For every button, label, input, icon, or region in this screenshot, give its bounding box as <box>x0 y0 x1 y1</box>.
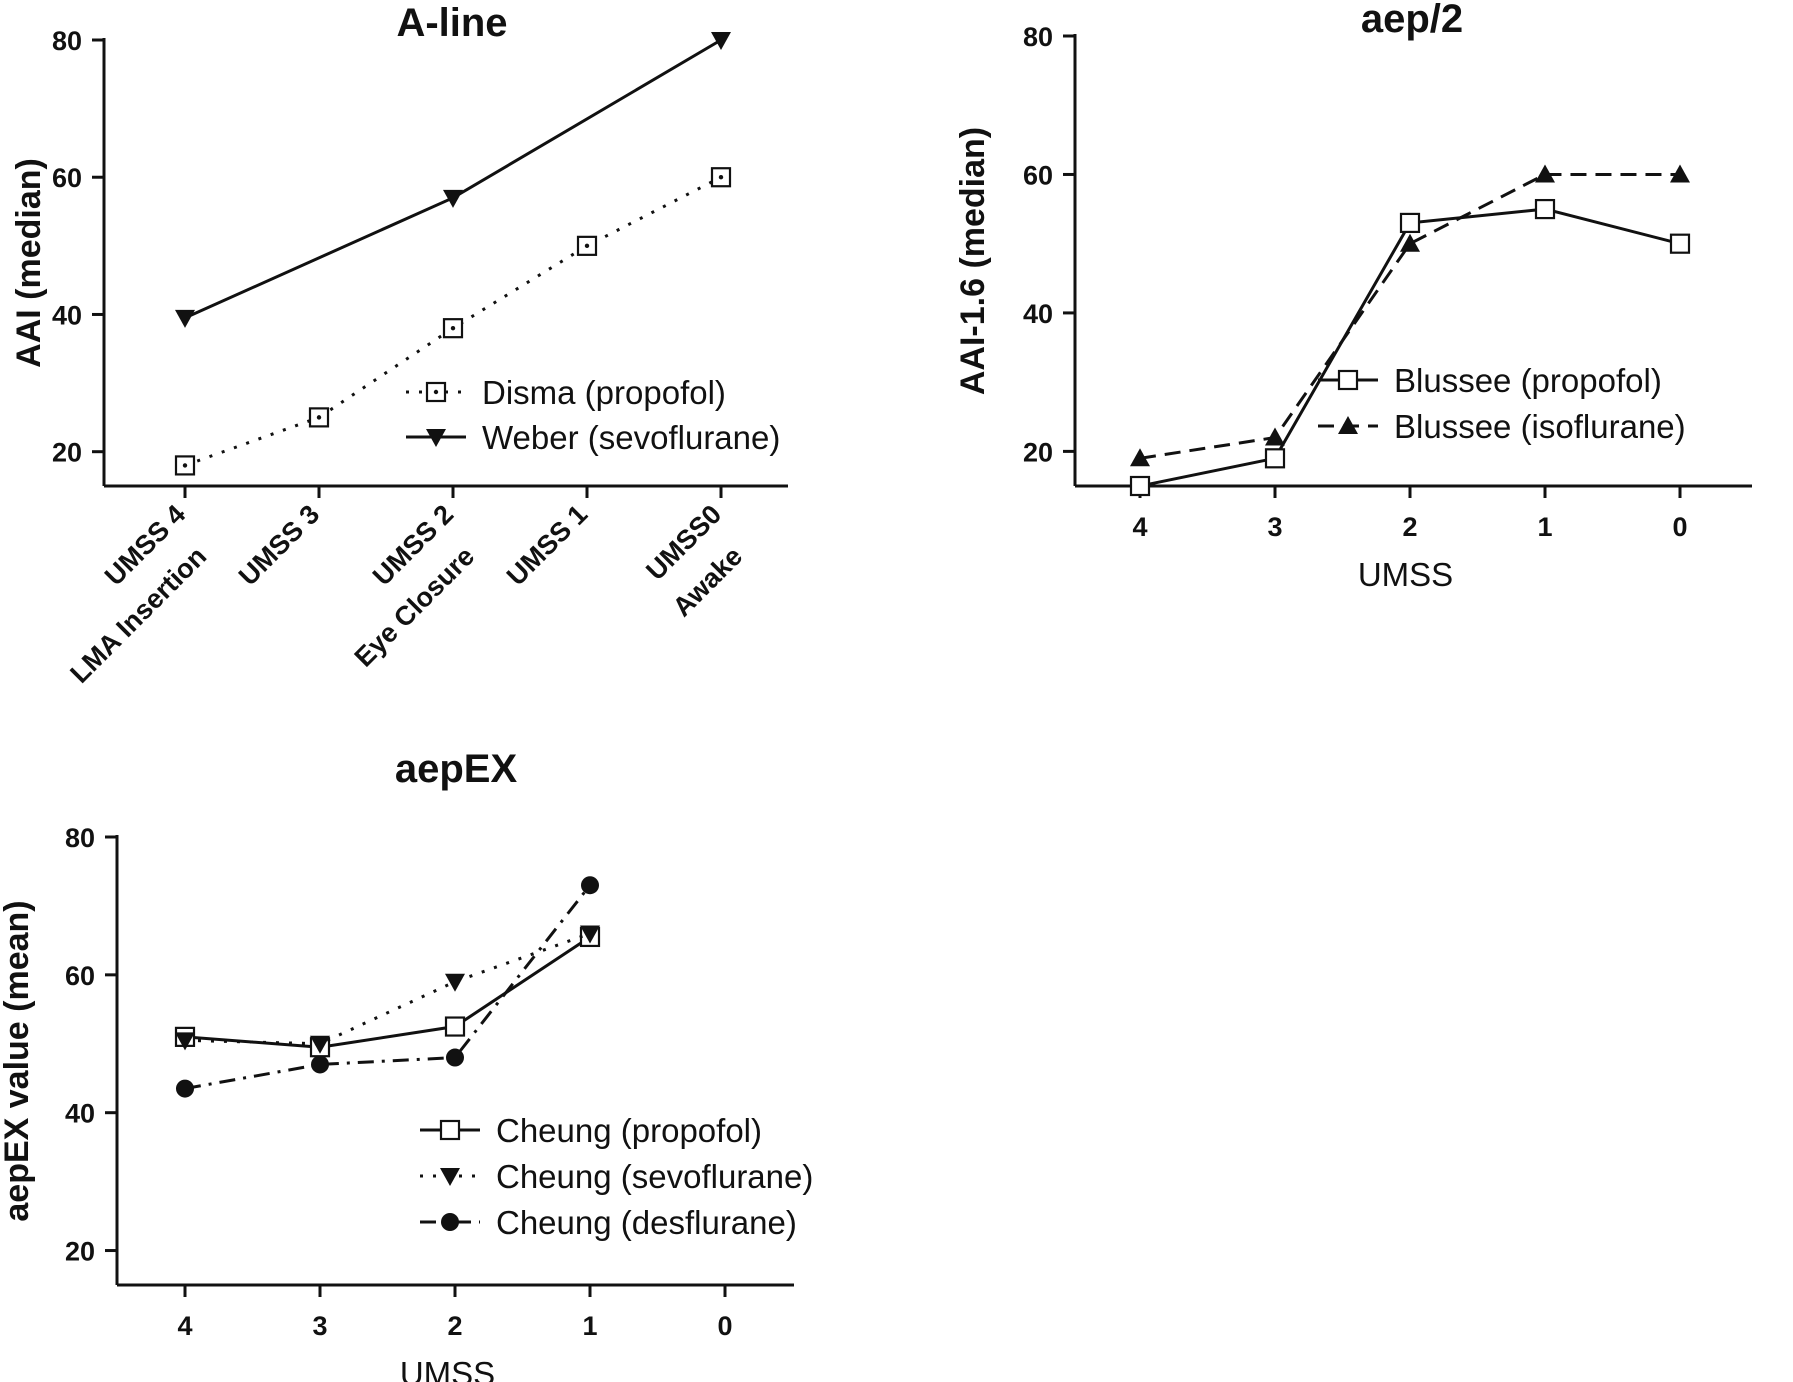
legend-marker <box>426 429 446 447</box>
x-tick-label: 1 <box>1537 512 1552 542</box>
legend-entry: Weber (sevoflurane) <box>406 419 780 456</box>
data-point-dot <box>450 325 456 331</box>
x-tick-label: 4 <box>177 1311 192 1341</box>
legend-label: Blussee (propofol) <box>1394 362 1662 399</box>
legend-entry: Blussee (isoflurane) <box>1318 408 1686 445</box>
chart-panel-3: aepEX 20 40 60 80 aepEX value (mean) 4 3 2 1 0 UMSS… <box>0 747 813 1382</box>
data-point <box>1265 427 1285 446</box>
data-point <box>443 189 463 208</box>
legend-label: Cheung (desflurane) <box>496 1204 797 1241</box>
y-axis-label: AAI (median) <box>10 158 48 368</box>
x-axis-label: UMSS <box>400 1355 495 1382</box>
series-weber-sevoflurane <box>175 32 731 328</box>
y-tick-label: 20 <box>1023 437 1053 467</box>
x-tick-label: UMSS 1 <box>501 499 593 591</box>
data-point-dot <box>718 175 724 180</box>
series-line <box>184 935 591 1049</box>
x-tick-label: 4 <box>1132 512 1147 542</box>
y-axis-label: AAI-1.6 (median) <box>954 127 992 395</box>
series-cheung-propofol <box>174 926 601 1058</box>
data-point <box>1399 212 1421 234</box>
x-tick-label: UMSS 3 <box>233 499 325 591</box>
x-tick-label: 1 <box>582 1311 597 1341</box>
legend-entry: Blussee (propofol) <box>1318 362 1662 399</box>
data-point <box>581 876 599 895</box>
x-tick-label: 3 <box>312 1311 327 1341</box>
data-point <box>1264 448 1286 469</box>
legend-label: Disma (propofol) <box>482 374 726 411</box>
data-point-dot <box>584 243 590 249</box>
legend-marker <box>1338 416 1358 434</box>
x-tick-label: 0 <box>717 1311 732 1341</box>
data-point <box>580 925 600 944</box>
legend-entry: Cheung (sevoflurane) <box>420 1158 813 1195</box>
data-point <box>310 1035 330 1054</box>
series-disma-propofol <box>174 167 732 476</box>
chart-title: A-line <box>396 1 507 45</box>
data-point <box>1129 475 1151 497</box>
series-line <box>184 38 722 320</box>
y-tick-label: 60 <box>52 163 82 193</box>
legend-label: Weber (sevoflurane) <box>482 419 780 456</box>
data-point <box>1400 233 1420 252</box>
data-point <box>446 1048 464 1067</box>
legend-entry: Cheung (propofol) <box>420 1112 762 1149</box>
data-point <box>711 32 731 50</box>
y-axis-label: aepEX value (mean) <box>0 900 36 1221</box>
x-tick-label: 2 <box>1402 512 1417 542</box>
x-tick-label: 0 <box>1672 512 1687 542</box>
legend-marker <box>439 1119 461 1141</box>
data-point <box>445 973 465 992</box>
chart-title: aepEX <box>395 747 518 791</box>
y-tick-label: 80 <box>1023 22 1053 52</box>
series-blussee-propofol <box>1129 198 1691 497</box>
series-line <box>184 932 591 1046</box>
legend-marker <box>1337 369 1359 391</box>
legend-marker-dot <box>433 389 439 395</box>
data-point <box>176 1079 194 1098</box>
y-tick-label: 40 <box>65 1099 95 1129</box>
y-tick-label: 60 <box>1023 160 1053 190</box>
legend-entry: Disma (propofol) <box>406 374 726 411</box>
y-tick-label: 40 <box>52 300 82 330</box>
legend-label: Cheung (sevoflurane) <box>496 1158 813 1195</box>
y-tick-label: 20 <box>65 1237 95 1267</box>
x-axis-label: UMSS <box>1358 556 1453 593</box>
data-point <box>311 1055 329 1074</box>
data-point <box>1670 164 1690 183</box>
data-point <box>1669 233 1691 254</box>
series-blussee-isoflurane <box>1130 164 1690 467</box>
chart-panel-2: aep/2 20 40 60 80 AAI-1.6 (median) 4 3 2 1 0 UMSS Bl… <box>954 0 1752 593</box>
data-point-dot <box>182 463 188 468</box>
y-tick-label: 60 <box>65 961 95 991</box>
y-tick-label: 40 <box>1023 299 1053 329</box>
data-point <box>1535 164 1555 183</box>
x-tick-label: 3 <box>1267 512 1282 542</box>
series-cheung-desflurane <box>176 876 599 1098</box>
legend-label: Blussee (isoflurane) <box>1394 408 1686 445</box>
x-tick-label: 2 <box>447 1311 462 1341</box>
data-point <box>1130 448 1150 467</box>
legend-entry: Cheung (desflurane) <box>420 1204 797 1241</box>
legend-marker <box>440 1168 460 1186</box>
legend-label: Cheung (propofol) <box>496 1112 762 1149</box>
chart-title: aep/2 <box>1361 0 1463 41</box>
y-tick-label: 20 <box>52 438 82 468</box>
data-point <box>444 1016 466 1037</box>
data-point <box>1534 198 1556 220</box>
legend-marker <box>441 1213 459 1231</box>
y-tick-label: 80 <box>52 26 82 56</box>
series-line <box>184 884 592 1091</box>
data-point <box>175 1032 195 1051</box>
data-point-dot <box>316 415 322 420</box>
series-cheung-sevoflurane <box>175 925 600 1054</box>
data-point <box>175 309 195 328</box>
y-tick-label: 80 <box>65 823 95 853</box>
